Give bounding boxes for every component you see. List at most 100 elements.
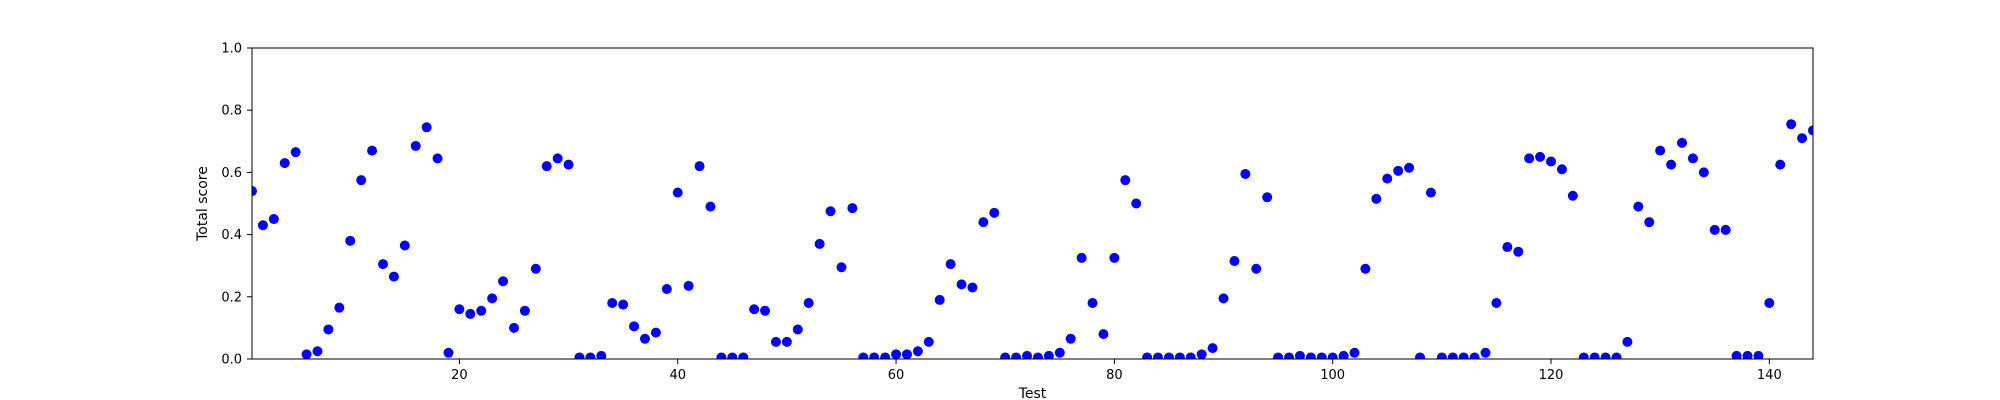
data-point (814, 238, 825, 249)
data-point (1491, 298, 1502, 309)
data-point (252, 186, 257, 197)
data-point (432, 153, 443, 164)
data-point (1382, 173, 1393, 184)
data-point (1524, 153, 1535, 164)
data-point (1218, 293, 1229, 304)
data-point (1502, 242, 1513, 253)
data-point (1120, 175, 1131, 186)
data-point (1316, 352, 1327, 359)
data-point (1131, 198, 1142, 209)
data-point (978, 217, 989, 228)
data-point (1447, 352, 1458, 359)
data-point (1720, 224, 1731, 235)
data-point (1251, 263, 1262, 274)
data-point (487, 293, 498, 304)
data-point (912, 346, 923, 357)
data-point (1011, 352, 1022, 359)
data-point (1360, 263, 1371, 274)
data-point (1327, 352, 1338, 359)
data-point (989, 207, 1000, 218)
data-point (639, 333, 650, 344)
data-point (290, 147, 301, 158)
x-tick-label: 80 (1106, 368, 1123, 383)
data-point (760, 305, 771, 316)
data-point (1185, 352, 1196, 359)
data-point (607, 298, 618, 309)
data-point (279, 158, 290, 169)
data-point (312, 346, 323, 357)
data-point (1513, 246, 1524, 257)
plot-clip-group (252, 119, 1813, 359)
data-point (934, 294, 945, 305)
y-tick-label: 1.0 (221, 42, 242, 57)
data-point (683, 280, 694, 291)
data-point (1305, 352, 1316, 359)
y-axis-title: Total score (195, 166, 211, 242)
data-point (1404, 162, 1415, 173)
data-point (399, 240, 410, 251)
x-tick-label: 60 (888, 368, 905, 383)
x-axis-title: Test (1018, 386, 1047, 400)
x-axis: 20 40 60 80 100 120 140 (451, 359, 1782, 383)
data-point (1786, 119, 1797, 130)
data-point (1469, 352, 1480, 359)
y-tick-label: 0.0 (221, 353, 242, 368)
data-point (945, 259, 956, 270)
data-point (1458, 352, 1469, 359)
data-point (869, 352, 880, 359)
plot-frame (251, 47, 1814, 360)
data-point (268, 214, 279, 225)
data-point (410, 140, 421, 151)
y-tick-label: 0.6 (221, 166, 242, 181)
data-point (454, 304, 465, 315)
data-point (1600, 352, 1611, 359)
data-point (345, 235, 356, 246)
data-point (618, 299, 629, 310)
data-point (1109, 252, 1120, 263)
data-point (1032, 352, 1043, 359)
data-point (716, 352, 727, 359)
data-point (334, 302, 345, 313)
data-point (1687, 153, 1698, 164)
data-point (749, 304, 760, 315)
data-point (585, 352, 596, 359)
data-point (596, 350, 607, 359)
data-point (1731, 350, 1742, 359)
y-tick-label: 0.4 (221, 228, 242, 243)
data-point (858, 352, 869, 359)
data-point (1142, 352, 1153, 359)
x-tick-label: 140 (1757, 368, 1782, 383)
data-point (508, 322, 519, 333)
data-point (465, 308, 476, 319)
data-point (880, 352, 891, 359)
data-point (1808, 125, 1813, 136)
data-point (1338, 350, 1349, 359)
data-point (1415, 352, 1426, 359)
data-point (1000, 352, 1011, 359)
data-point (738, 352, 749, 359)
data-point (1764, 298, 1775, 309)
data-point (1666, 159, 1677, 170)
data-point (1349, 347, 1360, 358)
data-point (421, 122, 432, 133)
data-point (1425, 187, 1436, 198)
data-point (1174, 352, 1185, 359)
data-point (574, 352, 585, 359)
data-point (1153, 352, 1164, 359)
data-point (367, 145, 378, 156)
data-point (1229, 256, 1240, 267)
data-point (1611, 352, 1622, 359)
data-point (956, 279, 967, 290)
data-point (705, 201, 716, 212)
data-point (727, 352, 738, 359)
data-point (923, 336, 934, 347)
data-point (1556, 164, 1567, 175)
data-point (650, 327, 661, 338)
data-point (1371, 193, 1382, 204)
x-tick-label: 100 (1320, 368, 1345, 383)
data-point (1240, 168, 1251, 179)
data-point (1546, 156, 1557, 167)
data-point (629, 321, 640, 332)
data-point (672, 187, 683, 198)
